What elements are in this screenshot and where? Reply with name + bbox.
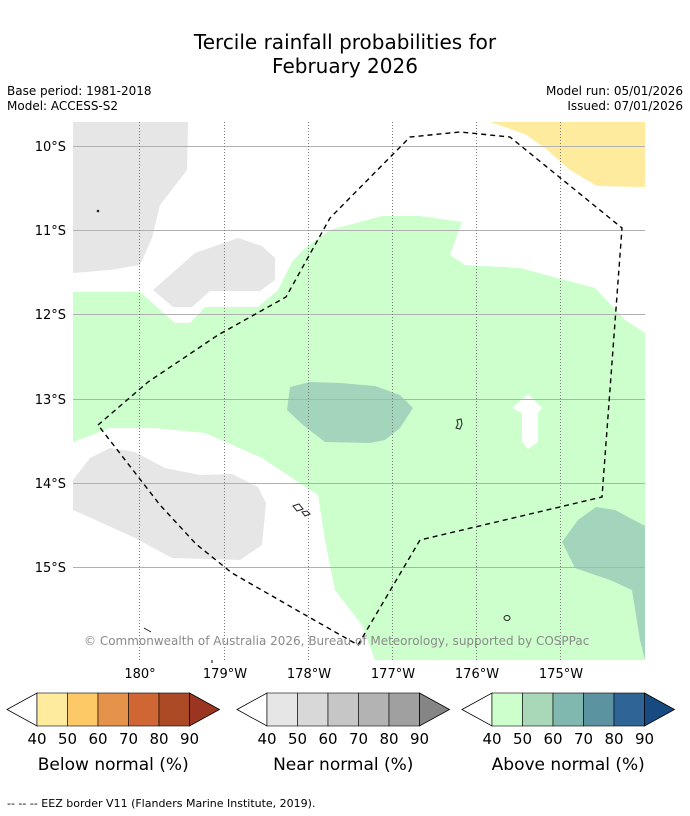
- longitude-labels: 180° 179°W 178°W 177°W 176°W 175°W: [124, 667, 583, 682]
- colorbar-near-title: Near normal (%): [273, 755, 413, 775]
- latitude-gridlines: [73, 146, 645, 568]
- colorbar-above-segment: [613, 692, 645, 727]
- colorbar-above-segment: [583, 692, 615, 727]
- latitude-labels: 10°S 11°S 12°S 13°S 14°S 15°S: [35, 140, 66, 576]
- lat-label-12s: 12°S: [35, 308, 66, 323]
- lat-label-11s: 11°S: [35, 224, 66, 239]
- colorbar-below-segment: [158, 692, 190, 727]
- title-line-1: Tercile rainfall probabilities for: [193, 30, 497, 54]
- lat-label-14s: 14°S: [35, 477, 66, 492]
- island-southwest: [143, 627, 152, 633]
- colorbar-above-tick: 70: [574, 730, 593, 748]
- colorbar-near: 40 50 60 70 80 90 Near normal (%): [236, 692, 451, 775]
- colorbar-below-tick: 90: [180, 730, 199, 748]
- copyright-text: © Commonwealth of Australia 2026, Bureau…: [84, 634, 589, 648]
- island-south: [503, 615, 511, 621]
- colorbar-above-segment: [552, 692, 584, 727]
- lon-label-178w: 178°W: [287, 667, 331, 682]
- issued-date: Issued: 07/01/2026: [567, 99, 683, 113]
- colorbar-near-tick: 90: [410, 730, 429, 748]
- colorbar-near-tick: 50: [288, 730, 307, 748]
- colorbar-below-tick: 70: [119, 730, 138, 748]
- above-normal-region-southeast-50: [562, 507, 645, 660]
- near-normal-region-north: [73, 122, 188, 273]
- colorbar-near-tick: 80: [379, 730, 398, 748]
- colorbar-above-segment: [522, 692, 554, 727]
- colorbar-below-tick: 40: [27, 730, 46, 748]
- meta-right: Model run: 05/01/2026 Issued: 07/01/2026: [546, 84, 683, 114]
- map-title: Tercile rainfall probabilities for Febru…: [0, 30, 690, 78]
- island-north: [96, 209, 100, 213]
- colorbars: 40 50 60 70 80 90 Below normal (%) 40 50 60 70 80 90…: [6, 692, 676, 775]
- island-west-1: [292, 503, 304, 512]
- model-run: Model run: 05/01/2026: [545, 84, 683, 98]
- colorbar-near-tick: 70: [349, 730, 368, 748]
- colorbar-below-segment: [97, 692, 129, 727]
- eez-border: [97, 131, 623, 646]
- colorbar-near-over-arrow: [419, 692, 451, 727]
- colorbar-below-tick: 60: [88, 730, 107, 748]
- colorbar-below-segment: [128, 692, 160, 727]
- meta-left: Base period: 1981-2018 Model: ACCESS-S2: [7, 84, 152, 114]
- map-area: © Commonwealth of Australia 2026, Bureau…: [73, 122, 645, 660]
- colorbar-near-segment: [358, 692, 390, 727]
- near-normal-region-central: [153, 238, 275, 307]
- lon-label-176w: 176°W: [455, 667, 499, 682]
- lon-label-180: 180°: [124, 667, 155, 682]
- island-vava-u: [455, 418, 463, 430]
- colorbar-above-segment: [491, 692, 523, 727]
- colorbar-above-tick: 50: [513, 730, 532, 748]
- lat-label-13s: 13°S: [35, 393, 66, 408]
- near-normal-region-south: [73, 448, 266, 560]
- lon-label-175w: 175°W: [539, 667, 583, 682]
- colorbar-above-tick: 80: [604, 730, 623, 748]
- colorbar-above: 40 50 60 70 80 90 Above normal (%): [461, 692, 676, 775]
- colorbar-near-tick: 40: [257, 730, 276, 748]
- colorbar-near-tick: 60: [318, 730, 337, 748]
- colorbar-below-segment: [67, 692, 99, 727]
- colorbar-below-under-arrow: [6, 692, 38, 727]
- colorbar-above-tick: 60: [543, 730, 562, 748]
- lon-label-179w: 179°W: [203, 667, 247, 682]
- colorbar-below-tick: 80: [149, 730, 168, 748]
- map-figure: © Commonwealth of Australia 2026, Bureau…: [6, 122, 676, 775]
- above-normal-region-center-50: [287, 382, 413, 443]
- colorbar-near-segment: [266, 692, 298, 727]
- model-name: Model: ACCESS-S2: [7, 99, 119, 113]
- lon-label-177w: 177°W: [371, 667, 415, 682]
- colorbar-above-under-arrow: [461, 692, 493, 727]
- colorbar-above-title: Above normal (%): [492, 755, 645, 775]
- lat-label-15s: 15°S: [35, 561, 66, 576]
- colorbar-near-segment: [327, 692, 359, 727]
- eez-legend-footer: -- -- -- EEZ border V11 (Flanders Marine…: [7, 797, 316, 810]
- island-west-2: [301, 510, 311, 517]
- colorbar-near-segment: [297, 692, 329, 727]
- lat-label-10s: 10°S: [35, 140, 66, 155]
- colorbar-below-over-arrow: [189, 692, 221, 727]
- colorbar-below-title: Below normal (%): [38, 755, 189, 775]
- colorbar-above-tick: 90: [635, 730, 654, 748]
- colorbar-near-segment: [388, 692, 420, 727]
- base-period: Base period: 1981-2018: [7, 84, 152, 98]
- colorbar-above-tick: 40: [482, 730, 501, 748]
- colorbar-below: 40 50 60 70 80 90 Below normal (%): [6, 692, 221, 775]
- colorbar-near-under-arrow: [236, 692, 268, 727]
- title-line-2: February 2026: [272, 54, 418, 78]
- island-outlines: [96, 209, 511, 633]
- colorbar-below-tick: 50: [58, 730, 77, 748]
- below-normal-region-northeast: [490, 122, 645, 187]
- colorbar-above-over-arrow: [644, 692, 676, 727]
- axis-ticks: [73, 660, 645, 663]
- colorbar-below-segment: [36, 692, 68, 727]
